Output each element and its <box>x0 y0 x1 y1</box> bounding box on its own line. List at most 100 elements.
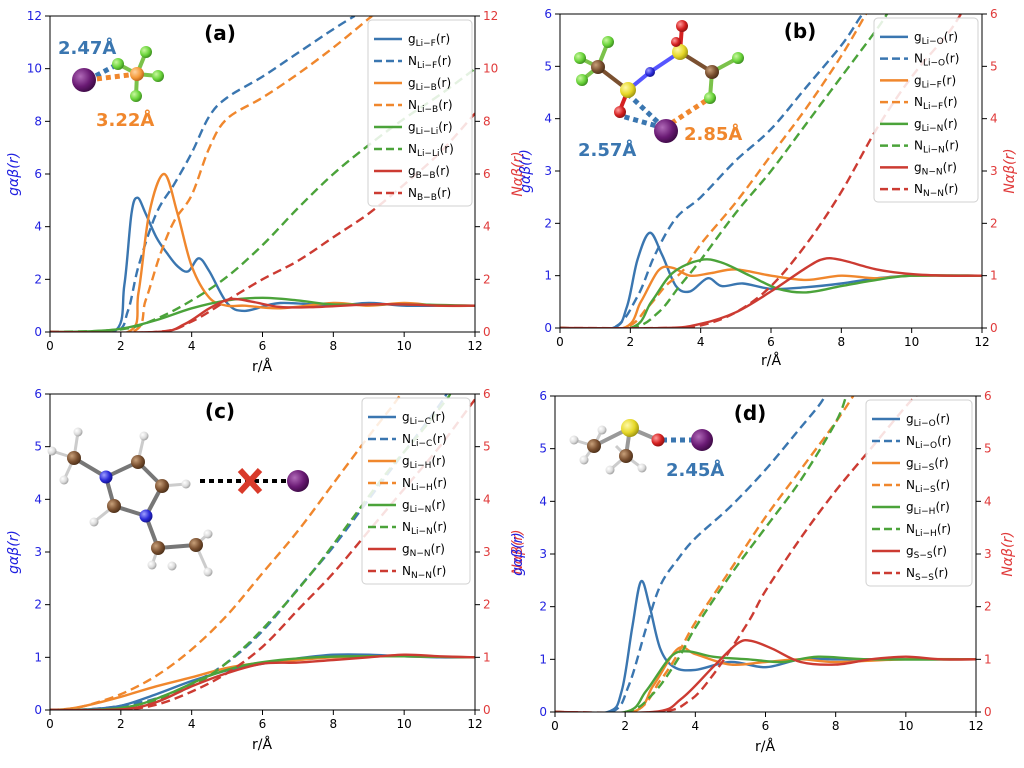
series-line-b-5 <box>560 14 889 328</box>
legend-label-a-0: gLi−F(r) <box>408 32 450 49</box>
y2-axis-label-c: Nαβ(r) <box>510 529 526 574</box>
x-axis-label-d: r/Å <box>755 738 775 755</box>
panel-label-d: (d) <box>734 401 767 425</box>
carbon-atom <box>587 439 601 453</box>
x-tick-label-c-6: 12 <box>467 717 482 731</box>
y-tick-label-d-5: 5 <box>539 442 547 456</box>
y-tick-label-a-5: 10 <box>27 62 42 76</box>
legend-box-d <box>865 399 973 587</box>
series-line-a-0 <box>50 196 475 332</box>
legend-label-b-7: NN−N(r) <box>914 182 958 199</box>
x-tick-label-c-2: 4 <box>188 717 196 731</box>
carbon-atom <box>151 541 165 555</box>
y-tick-label-c-3: 3 <box>34 545 42 559</box>
legend-label-c-4: gLi−N(r) <box>402 498 446 515</box>
annotation-distance-b1: 2.57Å <box>578 138 636 161</box>
legend-label-c-7: NN−N(r) <box>402 564 446 581</box>
series-line-a-6 <box>50 297 475 332</box>
y2-axis-label-d: Nαβ(r) <box>1000 531 1016 576</box>
hydrogen-atom <box>147 560 157 570</box>
legend-label-b-4: gLi−N(r) <box>914 117 958 134</box>
legend-label-d-3: NLi−S(r) <box>906 478 950 495</box>
y2-tick-label-c-2: 2 <box>483 598 491 612</box>
y2-tick-label-d-6: 6 <box>984 389 992 403</box>
hydrogen-atom <box>181 479 191 489</box>
oxygen-atom <box>651 433 665 447</box>
y-tick-label-b-5: 5 <box>544 59 552 73</box>
y-tick-label-c-5: 5 <box>34 440 42 454</box>
y-tick-label-b-1: 1 <box>544 269 552 283</box>
x-tick-label-d-2: 4 <box>692 719 700 733</box>
fluorine-atom <box>732 52 744 64</box>
nitrogen-atom <box>645 67 655 77</box>
carbon-atom <box>107 499 121 513</box>
y2-tick-label-d-3: 3 <box>984 547 992 561</box>
nitrogen-atom <box>139 509 153 523</box>
x-tick-label-a-0: 0 <box>46 339 54 353</box>
y2-tick-label-b-1: 1 <box>990 269 998 283</box>
legend-c: gLi−C(r) NLi−C(r) gLi−H(r) NLi−H(r) gLi−N(r)… <box>361 397 471 585</box>
molecule-inset-b <box>574 20 744 143</box>
series-line-b-1 <box>560 14 864 328</box>
series-line-d-5 <box>555 396 848 712</box>
hydrogen-atom <box>203 529 213 539</box>
series-line-a-5 <box>50 67 475 332</box>
hydrogen-atom <box>203 567 213 577</box>
y-axis-label-c: gαβ(r) <box>6 530 22 574</box>
y2-tick-label-a-3: 6 <box>483 167 491 181</box>
legend-label-d-7: NS−S(r) <box>906 566 948 583</box>
y2-axis-label-a: Nαβ(r) <box>510 151 526 196</box>
y2-tick-label-d-5: 5 <box>984 442 992 456</box>
y2-tick-label-d-1: 1 <box>984 652 992 666</box>
x-tick-label-b-4: 8 <box>838 335 846 349</box>
legend-label-b-5: NLi−N(r) <box>914 139 959 156</box>
panel-label-b: (b) <box>784 19 817 43</box>
legend-label-d-2: gLi−S(r) <box>906 456 949 473</box>
legend-label-d-5: NLi−H(r) <box>906 522 951 539</box>
x-axis-label-b: r/Å <box>761 352 781 369</box>
hydrogen-atom <box>569 435 579 445</box>
legend-label-b-0: gLi−O(r) <box>914 30 958 47</box>
y-tick-label-a-1: 2 <box>34 272 42 286</box>
x-axis-label-c: r/Å <box>252 736 272 753</box>
series-group-d <box>555 396 976 712</box>
annotation-distance-a1: 2.47Å <box>58 36 116 59</box>
x-tick-label-d-3: 6 <box>762 719 770 733</box>
series-line-a-3 <box>50 16 374 332</box>
legend-label-a-3: NLi−B(r) <box>408 98 453 115</box>
carbon-atom <box>591 60 605 74</box>
x-tick-label-a-1: 2 <box>117 339 125 353</box>
legend-d: gLi−O(r) NLi−O(r) gLi−S(r) NLi−S(r) gLi−H(r)… <box>865 399 973 587</box>
carbon-atom <box>189 538 203 552</box>
x-tick-label-b-1: 2 <box>627 335 635 349</box>
y-tick-label-c-0: 0 <box>34 703 42 717</box>
y2-tick-label-b-2: 2 <box>990 216 998 230</box>
y-tick-label-a-3: 6 <box>34 167 42 181</box>
series-line-c-7 <box>50 398 475 710</box>
x-tick-label-d-5: 10 <box>898 719 913 733</box>
y2-tick-label-a-0: 0 <box>483 325 491 339</box>
y2-tick-label-b-0: 0 <box>990 321 998 335</box>
carbon-atom <box>131 455 145 469</box>
x-tick-label-d-6: 12 <box>968 719 983 733</box>
hydrogen-atom <box>47 446 57 456</box>
y2-tick-label-b-5: 5 <box>990 59 998 73</box>
legend-label-b-3: NLi−F(r) <box>914 95 958 112</box>
y2-tick-label-a-5: 10 <box>483 62 498 76</box>
legend-b: gLi−O(r) NLi−O(r) gLi−F(r) NLi−F(r) gLi−N(r)… <box>873 17 979 203</box>
x-tick-label-d-4: 8 <box>832 719 840 733</box>
legend-label-a-6: gB−B(r) <box>408 164 450 181</box>
y-tick-label-b-3: 3 <box>544 164 552 178</box>
hydrogen-atom <box>597 425 607 435</box>
hydrogen-atom <box>73 427 83 437</box>
carbon-atom <box>155 479 169 493</box>
x-tick-label-c-5: 10 <box>397 717 412 731</box>
lithium-atom <box>287 470 309 492</box>
nitrogen-atom <box>99 470 113 484</box>
x-tick-label-b-5: 10 <box>904 335 919 349</box>
legend-label-a-1: NLi−F(r) <box>408 54 452 71</box>
